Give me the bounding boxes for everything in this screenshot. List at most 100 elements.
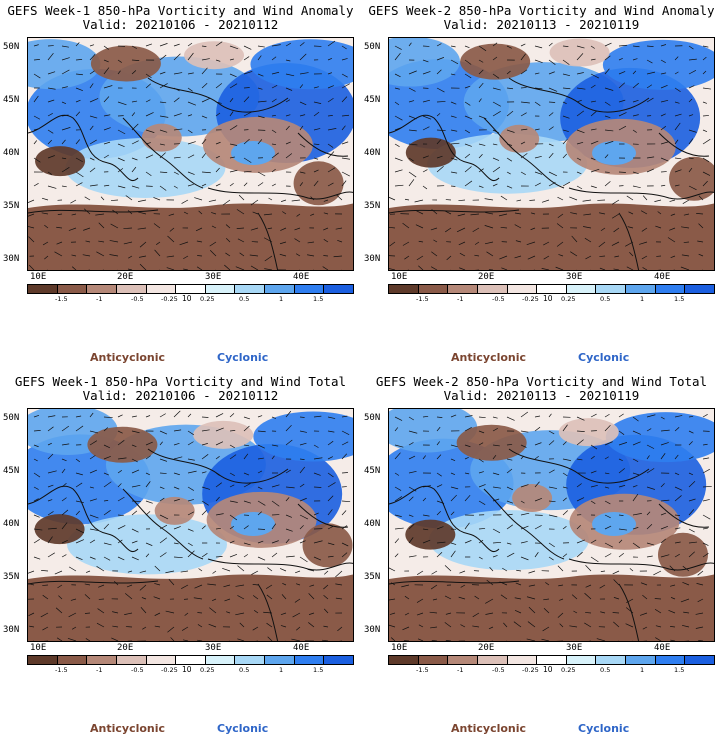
wind-arrow bbox=[668, 609, 676, 614]
wind-arrow bbox=[632, 129, 637, 133]
wind-arrow bbox=[576, 416, 585, 421]
wind-arrow bbox=[257, 556, 266, 561]
wind-arrow bbox=[545, 582, 550, 586]
wind-arrow bbox=[688, 528, 695, 533]
colorbar-label: -0.5 bbox=[492, 666, 505, 674]
wind-arrow bbox=[682, 582, 690, 586]
wind-arrow bbox=[70, 598, 77, 601]
wind-arrow bbox=[570, 251, 578, 257]
wind-arrow bbox=[576, 53, 584, 61]
wind-arrow bbox=[125, 195, 133, 201]
wind-arrow bbox=[341, 73, 348, 78]
wind-arrow bbox=[394, 115, 403, 121]
wind-arrow bbox=[154, 249, 161, 257]
wind-arrow bbox=[201, 429, 210, 432]
wind-arrow bbox=[226, 611, 231, 614]
wind-arrow bbox=[299, 72, 309, 75]
wind-arrow bbox=[576, 129, 585, 134]
wind-arrow bbox=[389, 624, 396, 628]
wind-arrow bbox=[408, 455, 416, 460]
wind-arrow bbox=[173, 542, 179, 545]
wind-arrow bbox=[201, 183, 207, 187]
wind-arrow bbox=[131, 458, 138, 463]
wind-arrow bbox=[215, 83, 223, 89]
wind-arrow bbox=[308, 612, 315, 615]
wind-arrow bbox=[464, 166, 472, 173]
wind-arrow bbox=[166, 255, 175, 258]
wind-arrow bbox=[137, 199, 147, 202]
wind-arrow bbox=[418, 265, 424, 270]
wind-arrow bbox=[222, 567, 231, 572]
wind-arrow bbox=[89, 440, 98, 446]
wind-arrow bbox=[576, 483, 582, 488]
wind-arrow bbox=[492, 416, 498, 419]
wind-arrow bbox=[702, 552, 709, 558]
colorbar-label: 0.5 bbox=[239, 295, 250, 303]
wind-arrow bbox=[187, 72, 194, 75]
wind-arrow bbox=[267, 636, 273, 641]
wind-arrow bbox=[632, 493, 639, 502]
colorbar-label: -0.25 bbox=[522, 666, 539, 674]
wind-arrow bbox=[464, 444, 471, 448]
wind-arrow bbox=[534, 497, 543, 502]
wind-arrow bbox=[229, 444, 235, 449]
lon-label: 40E bbox=[293, 643, 310, 653]
wind-arrow bbox=[680, 266, 690, 270]
wind-arrow bbox=[548, 143, 554, 147]
wind-arrow bbox=[436, 541, 446, 544]
wind-arrow bbox=[153, 223, 161, 229]
wind-arrow bbox=[341, 157, 351, 160]
wind-arrow bbox=[299, 143, 306, 148]
wind-arrow bbox=[600, 570, 606, 572]
colorbar-swatch bbox=[116, 656, 147, 664]
wind-arrow bbox=[562, 101, 567, 105]
wind-arrow bbox=[264, 268, 273, 270]
wind-arrow bbox=[209, 250, 217, 257]
wind-arrow bbox=[458, 199, 466, 202]
wind-arrow bbox=[506, 45, 512, 49]
wind-arrow bbox=[422, 185, 428, 190]
wind-arrow bbox=[264, 255, 273, 262]
wind-arrow bbox=[159, 497, 165, 502]
colorbar-swatch bbox=[418, 285, 449, 293]
wind-arrow bbox=[285, 424, 292, 432]
wind-arrow bbox=[112, 611, 119, 614]
wind-arrow bbox=[47, 71, 56, 75]
colorbar-label: -0.5 bbox=[131, 666, 144, 674]
wind-arrow bbox=[408, 442, 414, 446]
wind-arrow bbox=[456, 227, 466, 233]
wind-arrow bbox=[159, 185, 167, 191]
wind-arrow bbox=[117, 129, 126, 135]
wind-arrow bbox=[309, 584, 315, 587]
wind-arrow bbox=[414, 199, 424, 203]
wind-arrow bbox=[42, 626, 49, 631]
wind-arrow bbox=[96, 566, 105, 572]
wind-arrow bbox=[684, 640, 689, 641]
wind-arrow bbox=[459, 252, 466, 257]
wind-arrow bbox=[229, 83, 238, 89]
wind-arrow bbox=[562, 510, 569, 516]
wind-arrow bbox=[394, 486, 402, 491]
wind-arrow bbox=[407, 269, 409, 270]
wind-arrow bbox=[145, 511, 151, 516]
wind-arrow bbox=[159, 472, 167, 474]
wind-arrow bbox=[310, 213, 315, 216]
wind-arrow bbox=[68, 227, 77, 231]
colorbar-swatch bbox=[448, 285, 478, 293]
wind-arrow bbox=[61, 127, 71, 131]
wind-arrow bbox=[484, 225, 494, 229]
wind-arrow bbox=[514, 597, 522, 600]
wind-arrow bbox=[173, 486, 180, 490]
wind-arrow bbox=[672, 269, 675, 270]
wind-arrow bbox=[520, 53, 526, 61]
wind-arrow bbox=[513, 621, 522, 628]
wind-arrow bbox=[117, 440, 125, 446]
wind-arrow bbox=[632, 527, 639, 530]
wind-arrow bbox=[408, 430, 418, 434]
wind-arrow bbox=[61, 185, 67, 188]
wind-arrow bbox=[478, 458, 484, 463]
wind-arrow bbox=[139, 584, 147, 591]
coastline bbox=[122, 117, 204, 189]
panel-title: GEFS Week-2 850-hPa Vorticity and Wind T… bbox=[375, 374, 708, 389]
wind-arrow bbox=[131, 166, 137, 173]
